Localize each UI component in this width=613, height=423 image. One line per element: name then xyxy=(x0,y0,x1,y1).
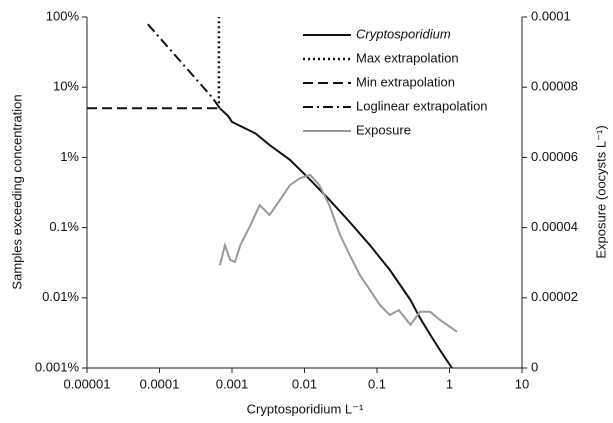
legend-label: Loglinear extrapolation xyxy=(356,98,488,113)
x-tick-label: 1 xyxy=(446,376,453,391)
x-tick-label: 0.00001 xyxy=(64,376,111,391)
y-axis-label: Samples exceeding concentration xyxy=(9,94,24,289)
y2-tick-label: 0.00002 xyxy=(531,289,578,304)
x-tick-label: 0.001 xyxy=(216,376,249,391)
y2-tick-label: 0.0001 xyxy=(531,8,571,23)
data-line xyxy=(218,173,458,333)
y2-tick-label: 0.00006 xyxy=(531,149,578,164)
y-tick-label: 0.01% xyxy=(42,289,79,304)
y-tick-label: 0.001% xyxy=(35,359,80,374)
y-tick-label: 10% xyxy=(53,79,79,94)
y2-tick-label: 0.00004 xyxy=(531,219,578,234)
legend-label: Cryptosporidium xyxy=(356,26,451,41)
x-tick-label: 0.01 xyxy=(292,376,317,391)
x-tick-label: 0.0001 xyxy=(140,376,180,391)
y-tick-label: 100% xyxy=(46,8,80,23)
data-line xyxy=(219,107,453,369)
data-line xyxy=(147,23,221,109)
x-tick-label: 0.1 xyxy=(368,376,386,391)
y2-tick-label: 0 xyxy=(531,359,538,374)
legend-label: Min extrapolation xyxy=(356,74,455,89)
y2-axis-label: Exposure (oocysts L⁻¹) xyxy=(593,125,608,258)
legend-label: Max extrapolation xyxy=(356,50,459,65)
x-tick-label: 10 xyxy=(515,376,529,391)
y2-tick-label: 0.00008 xyxy=(531,79,578,94)
legend-label: Exposure xyxy=(356,122,411,137)
y-tick-label: 1% xyxy=(60,149,79,164)
x-axis-label: Cryptosporidium L⁻¹ xyxy=(247,401,364,416)
y-tick-label: 0.1% xyxy=(49,219,79,234)
